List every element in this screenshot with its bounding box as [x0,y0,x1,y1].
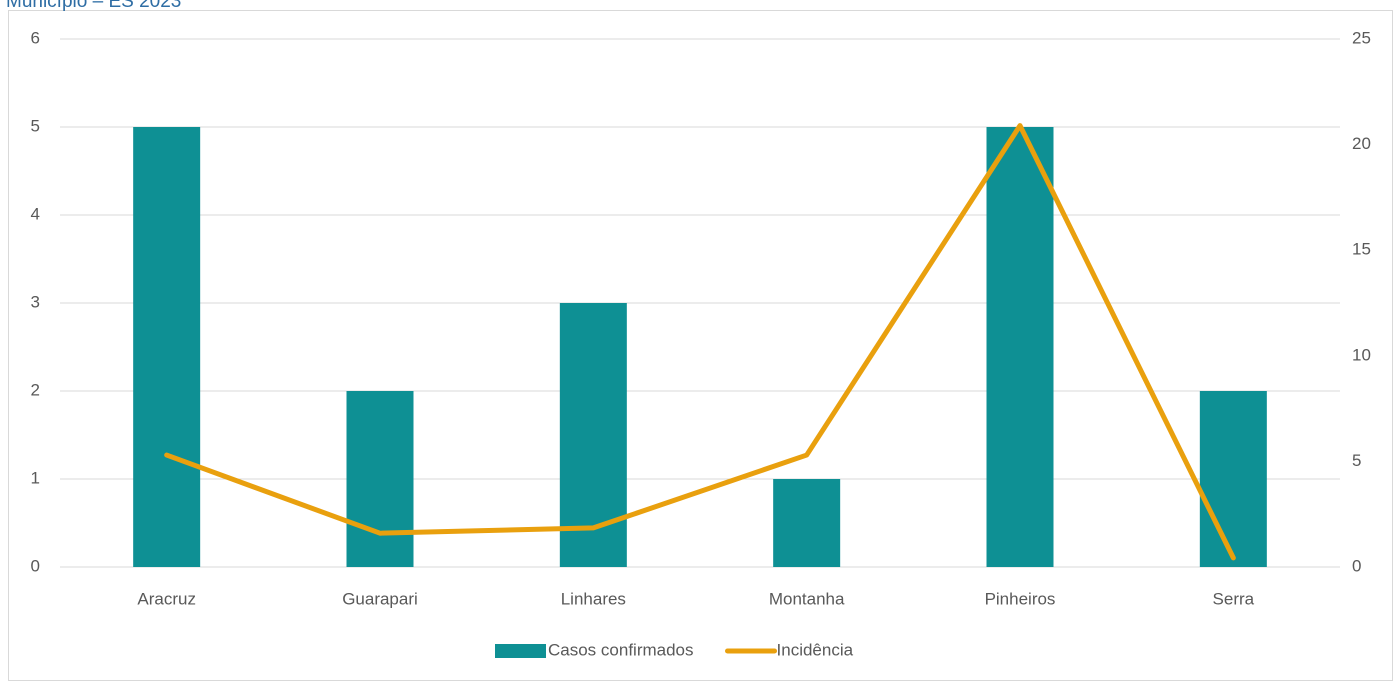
y2-tick-label: 20 [1352,134,1371,153]
y-tick-label: 6 [31,28,40,47]
x-tick-label: Linhares [561,589,626,608]
bar [133,127,201,567]
legend-swatch [495,644,546,658]
y2-tick-label: 25 [1352,28,1371,47]
x-tick-label: Montanha [769,589,845,608]
bar [773,479,841,567]
bar [346,391,414,567]
y-tick-label: 1 [31,468,40,487]
x-tick-label: Pinheiros [985,589,1056,608]
y-tick-label: 2 [31,380,40,399]
y-tick-label: 4 [31,204,40,223]
chart-title: Município – ES 2023 [6,0,181,12]
y-tick-label: 0 [31,556,40,575]
y2-tick-label: 10 [1352,345,1371,364]
bar [559,303,627,567]
x-tick-label: Aracruz [137,589,196,608]
chart-border [8,10,1393,681]
y2-tick-label: 5 [1352,451,1361,470]
line [164,123,1236,561]
y-tick-label: 3 [31,292,40,311]
legend-label: Casos confirmados [548,640,694,659]
x-tick-label: Serra [1213,589,1255,608]
legend-label: Incidência [777,640,854,659]
y2-tick-label: 0 [1352,556,1361,575]
y2-tick-label: 15 [1352,240,1371,259]
x-tick-label: Guarapari [342,589,418,608]
bar [1199,391,1267,567]
bar [986,127,1054,567]
y-tick-label: 5 [31,116,40,135]
